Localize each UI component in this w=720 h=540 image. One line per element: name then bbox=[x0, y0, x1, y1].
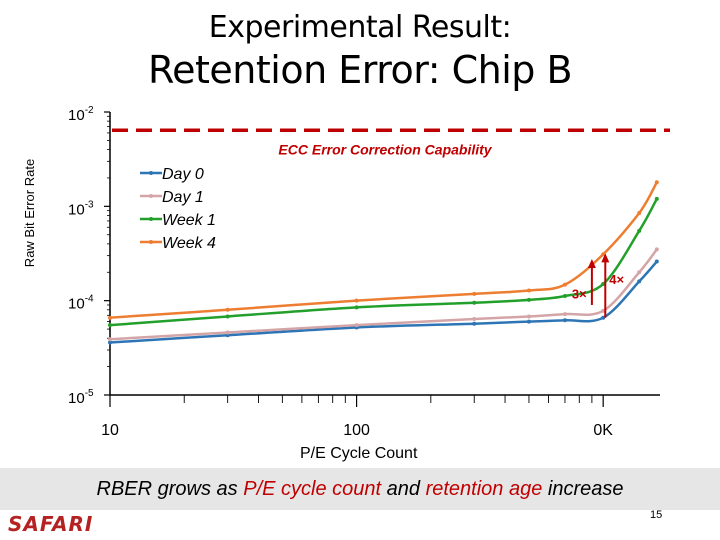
slide-title-line2: Retention Error: Chip B bbox=[147, 48, 573, 92]
legend-label-2: Week 1 bbox=[162, 212, 216, 229]
x-tick-label: 100 bbox=[343, 422, 370, 439]
series-point-0 bbox=[562, 318, 567, 323]
takeaway-part2: and bbox=[381, 478, 426, 500]
series-line-3 bbox=[109, 181, 658, 319]
takeaway-part1: RBER grows as bbox=[96, 478, 244, 500]
legend-label-1: Day 1 bbox=[162, 189, 204, 206]
x-tick-label: 0K bbox=[593, 422, 613, 439]
series-point-0 bbox=[225, 333, 230, 338]
series-point-3 bbox=[354, 298, 359, 303]
series-line-0 bbox=[109, 260, 658, 344]
series-point-1 bbox=[225, 330, 230, 335]
series-point-1 bbox=[108, 337, 112, 342]
legend-marker-3 bbox=[149, 240, 153, 244]
ecc-threshold-label: ECC Error Correction Capability bbox=[278, 141, 492, 157]
y-tick-label: 10-5 bbox=[68, 388, 94, 407]
series-point-3 bbox=[225, 307, 230, 312]
series-point-0 bbox=[108, 340, 112, 345]
series-point-1 bbox=[601, 308, 606, 313]
series-point-0 bbox=[472, 321, 477, 326]
legend-label-3: Week 4 bbox=[162, 235, 216, 252]
takeaway-text: RBER grows as P/E cycle count and retent… bbox=[0, 478, 720, 501]
chart-annotations: 3× 4× bbox=[572, 253, 625, 318]
series-point-3 bbox=[562, 282, 567, 287]
tick-labels: 10-2 10-3 10-4 10-5 10 100 0K bbox=[68, 105, 613, 439]
series-point-1 bbox=[526, 314, 531, 319]
series-point-2 bbox=[654, 196, 659, 201]
series-point-0 bbox=[601, 315, 606, 320]
series-line-2 bbox=[109, 198, 658, 327]
rber-chart: ECC Error Correction Capability 3× 4× Day… bbox=[68, 105, 670, 439]
chart-legend: Day 0 Day 1 Week 1 Week 4 bbox=[140, 166, 216, 252]
series-point-2 bbox=[601, 282, 606, 287]
legend-label-0: Day 0 bbox=[162, 166, 204, 183]
annotation-arrowhead-0 bbox=[587, 258, 596, 268]
series-point-2 bbox=[108, 323, 112, 328]
annotation-label-1: 4× bbox=[609, 272, 624, 287]
series-point-2 bbox=[472, 300, 477, 305]
legend-marker-1 bbox=[149, 194, 153, 198]
takeaway-banner bbox=[0, 468, 720, 510]
series-point-3 bbox=[472, 291, 477, 296]
chart-series bbox=[108, 180, 659, 345]
series-point-2 bbox=[225, 314, 230, 319]
series-point-2 bbox=[637, 228, 642, 233]
series-point-2 bbox=[354, 305, 359, 310]
takeaway-highlight-retention: retention age bbox=[425, 478, 543, 500]
series-point-3 bbox=[654, 180, 659, 185]
series-line-1 bbox=[109, 248, 658, 341]
series-point-0 bbox=[637, 279, 642, 284]
takeaway-part3: increase bbox=[542, 478, 624, 500]
ecc-threshold: ECC Error Correction Capability bbox=[112, 128, 670, 157]
series-point-0 bbox=[654, 259, 659, 264]
series-point-3 bbox=[108, 315, 112, 320]
safari-logo: SAFARI bbox=[8, 512, 94, 536]
chart-axes bbox=[104, 111, 660, 407]
series-point-1 bbox=[562, 312, 567, 317]
page-number: 15 bbox=[650, 509, 663, 521]
legend-marker-2 bbox=[149, 217, 153, 221]
annotation-label-0: 3× bbox=[572, 286, 587, 301]
x-tick-label: 10 bbox=[101, 422, 119, 439]
y-tick-label: 10-2 bbox=[68, 105, 94, 124]
y-tick-label: 10-3 bbox=[68, 199, 94, 218]
series-point-1 bbox=[637, 270, 642, 275]
series-point-3 bbox=[526, 288, 531, 293]
series-point-1 bbox=[472, 316, 477, 321]
series-point-3 bbox=[637, 210, 642, 215]
series-point-3 bbox=[601, 252, 606, 257]
series-point-1 bbox=[354, 323, 359, 328]
series-point-0 bbox=[526, 319, 531, 324]
legend-marker-0 bbox=[149, 171, 153, 175]
y-axis-label: Raw Bit Error Rate bbox=[22, 158, 37, 268]
y-tick-label: 10-4 bbox=[68, 294, 94, 313]
annotation-arrowhead-1 bbox=[601, 253, 610, 263]
series-point-2 bbox=[562, 294, 567, 299]
series-point-1 bbox=[654, 247, 659, 252]
takeaway-highlight-pe: P/E cycle count bbox=[243, 478, 382, 500]
slide-title-line1: Experimental Result: bbox=[208, 10, 512, 45]
series-point-2 bbox=[526, 297, 531, 302]
x-axis-label: P/E Cycle Count bbox=[300, 445, 418, 462]
